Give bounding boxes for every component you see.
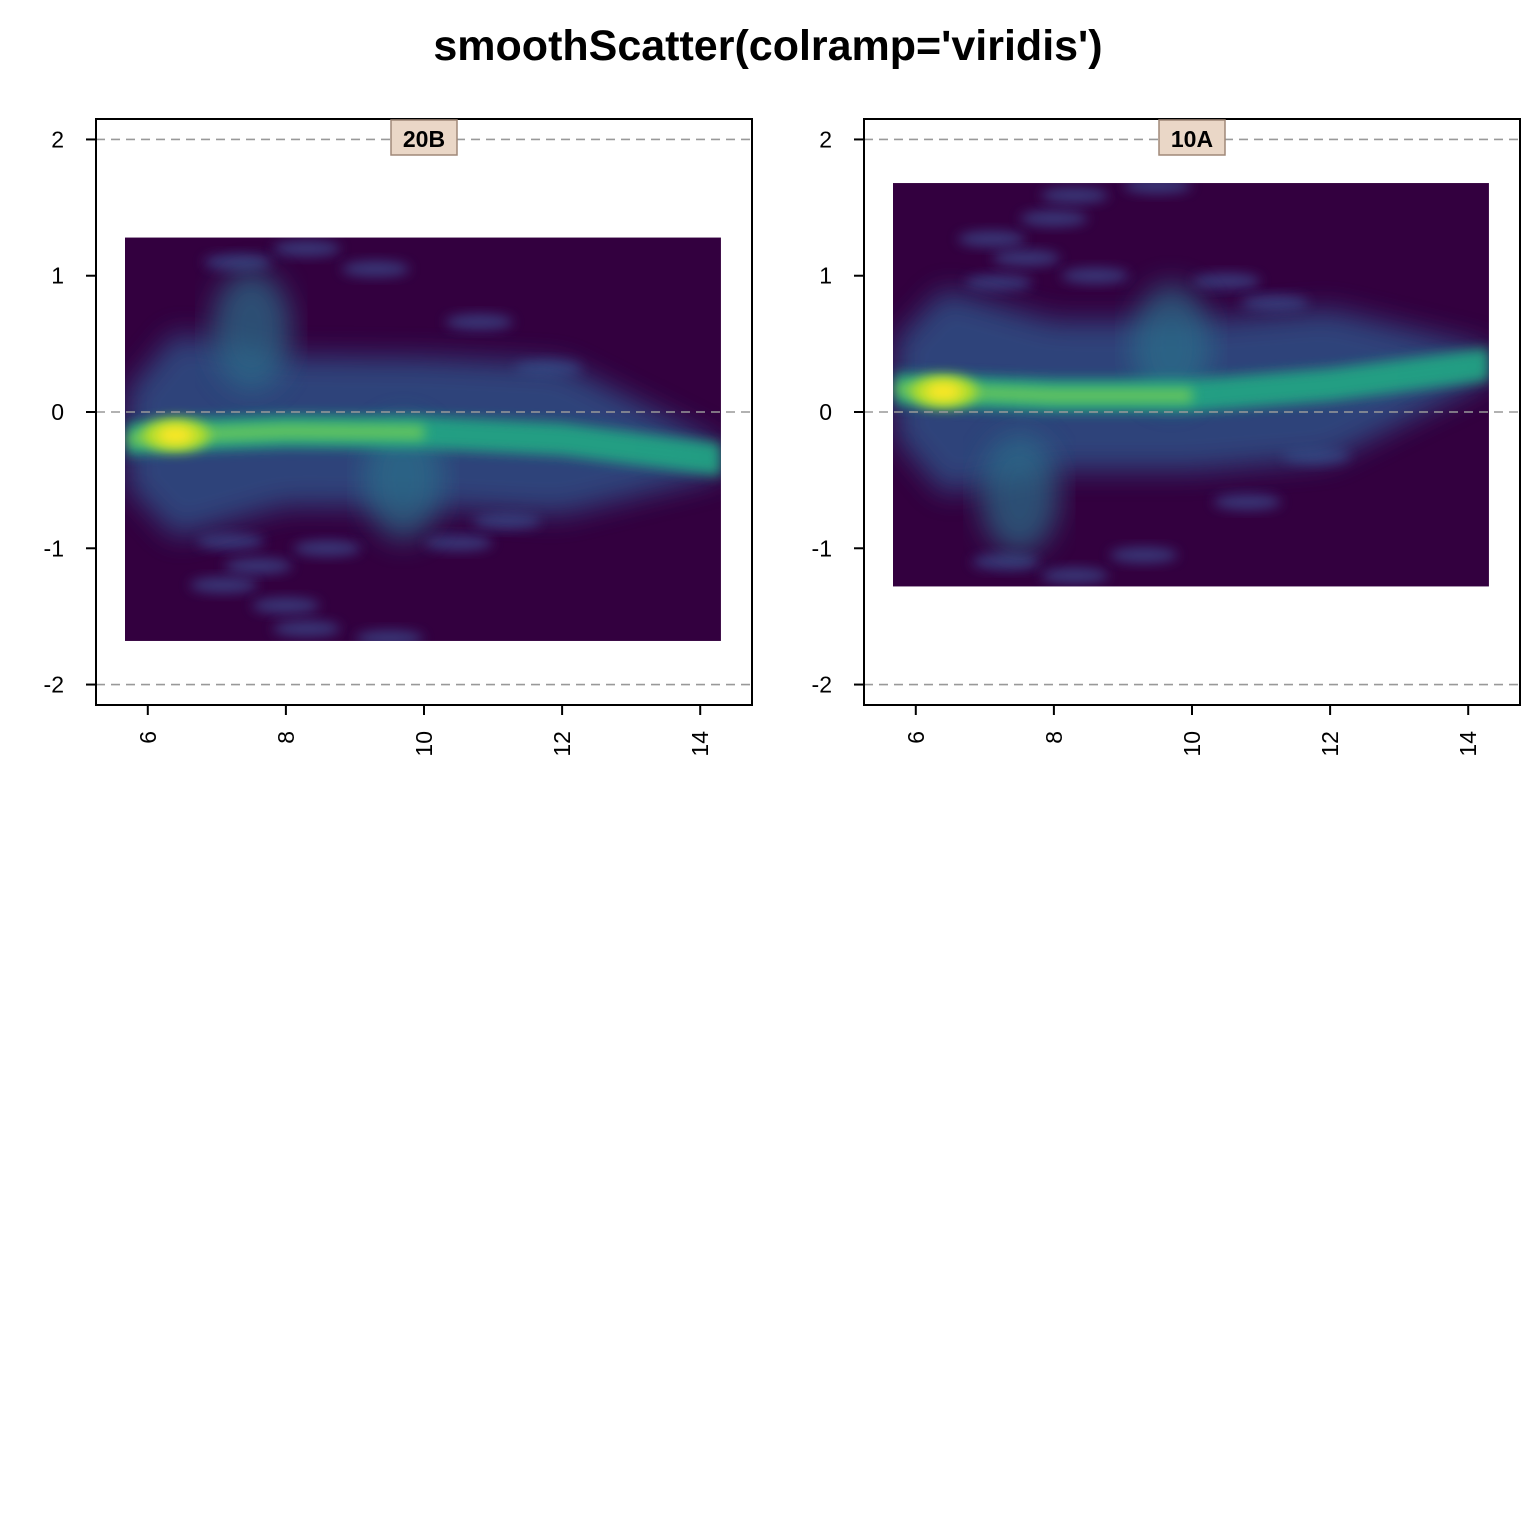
density-arm [979, 433, 1060, 554]
density-cluster [251, 597, 320, 614]
density-cluster [272, 620, 341, 637]
y-tick-label: -1 [44, 535, 64, 561]
x-tick-label: 12 [549, 731, 575, 757]
x-tick-label: 6 [135, 731, 161, 744]
density-cluster [424, 534, 493, 551]
density-layer [127, 240, 721, 641]
density-cluster [293, 540, 362, 557]
density-cluster [957, 230, 1026, 247]
panel-label-box [1158, 119, 1226, 156]
x-tick-label: 12 [1317, 731, 1343, 757]
panel-label: 20B [403, 126, 445, 152]
x-tick-label: 10 [1179, 731, 1205, 757]
density-cluster [1109, 547, 1178, 564]
y-tick-label: 1 [51, 263, 64, 289]
y-tick-label: 0 [51, 399, 64, 425]
chart-title: smoothScatter(colramp='viridis') [433, 22, 1103, 70]
y-tick-label: 0 [819, 399, 832, 425]
density-cluster [1061, 267, 1130, 284]
x-tick-label: 14 [687, 731, 713, 757]
density-cluster [203, 254, 272, 271]
x-tick-label: 10 [411, 731, 437, 757]
y-tick-label: -2 [44, 672, 64, 698]
x-tick-label: 6 [903, 731, 929, 744]
density-cluster [189, 577, 258, 594]
y-tick-label: 2 [819, 126, 832, 152]
density-cluster [964, 274, 1033, 291]
y-tick-label: 2 [51, 126, 64, 152]
x-tick-label: 8 [1041, 731, 1067, 744]
panel-label-box [390, 119, 458, 156]
density-cluster [341, 260, 410, 277]
density-arm [211, 270, 292, 391]
density-cluster [355, 630, 424, 641]
density-cluster [1040, 567, 1109, 584]
panel-label: 10A [1171, 126, 1213, 152]
density-cluster [272, 240, 341, 257]
density-cluster [1123, 183, 1192, 194]
density-cluster [1240, 294, 1309, 311]
density-cluster [1213, 493, 1282, 510]
y-tick-label: -2 [812, 672, 832, 698]
density-cluster [196, 533, 265, 550]
y-tick-label: 1 [819, 263, 832, 289]
density-arm [363, 420, 444, 541]
density-cluster [992, 250, 1061, 267]
density-cluster [1192, 273, 1261, 290]
density-cluster [1019, 210, 1088, 227]
x-tick-label: 14 [1455, 731, 1481, 757]
density-cluster [472, 513, 541, 530]
density-peak-core [925, 382, 962, 401]
density-peak-core [157, 426, 194, 445]
x-tick-label: 8 [273, 731, 299, 744]
y-tick-label: -1 [812, 535, 832, 561]
density-layer [895, 183, 1489, 584]
density-cluster [971, 553, 1040, 570]
density-cluster [224, 557, 293, 574]
density-arm [1131, 283, 1212, 404]
density-cluster [1040, 187, 1109, 204]
density-cluster [445, 314, 514, 331]
